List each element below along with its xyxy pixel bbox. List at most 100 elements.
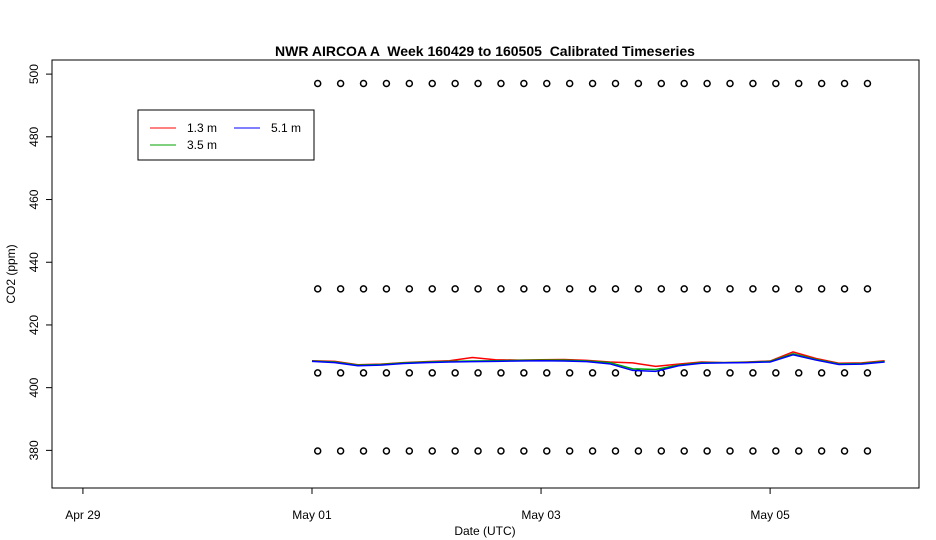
series-line — [311, 353, 885, 373]
reference-point — [451, 369, 459, 377]
reference-point — [703, 285, 711, 293]
reference-point — [451, 285, 459, 293]
reference-point — [543, 447, 551, 455]
reference-point — [382, 369, 391, 377]
y-tick-label: 440 — [27, 252, 41, 272]
reference-point — [336, 79, 345, 88]
reference-point — [313, 79, 322, 88]
reference-point — [863, 447, 872, 455]
reference-point — [359, 79, 368, 88]
reference-point — [474, 285, 482, 293]
reference-point — [405, 369, 414, 377]
reference-point — [634, 285, 643, 293]
reference-point — [680, 369, 688, 377]
reference-point — [543, 79, 551, 88]
reference-point — [313, 369, 322, 377]
reference-point — [336, 447, 345, 455]
reference-point — [405, 285, 414, 293]
reference-point — [772, 447, 780, 455]
reference-point — [772, 369, 780, 377]
reference-point — [680, 285, 688, 293]
reference-point — [336, 369, 345, 377]
reference-point — [634, 79, 643, 88]
reference-point — [840, 369, 849, 377]
reference-point — [657, 285, 666, 293]
x-axis-label: Date (UTC) — [454, 524, 515, 538]
reference-point — [680, 447, 688, 455]
reference-point — [657, 447, 666, 455]
reference-point — [428, 447, 436, 455]
y-tick-label: 480 — [27, 126, 41, 146]
reference-point — [611, 369, 620, 377]
reference-point — [726, 285, 734, 293]
reference-point — [794, 79, 803, 88]
reference-point — [726, 447, 734, 455]
reference-point — [794, 369, 803, 377]
reference-point — [588, 285, 597, 293]
reference-point — [313, 447, 322, 455]
y-tick-label: 420 — [27, 315, 41, 335]
reference-point — [382, 285, 391, 293]
reference-point — [497, 285, 505, 293]
reference-point — [749, 447, 757, 455]
reference-point — [634, 447, 643, 455]
reference-point — [359, 285, 368, 293]
reference-point — [520, 447, 528, 455]
y-tick-label: 400 — [27, 377, 41, 397]
reference-point — [703, 447, 711, 455]
reference-point — [588, 79, 597, 88]
reference-point — [565, 79, 574, 88]
reference-point — [359, 369, 368, 377]
reference-point — [772, 285, 780, 293]
reference-point — [428, 369, 436, 377]
reference-point — [565, 369, 574, 377]
reference-point — [497, 79, 505, 88]
reference-point — [382, 79, 391, 88]
reference-point — [817, 447, 826, 455]
reference-point — [543, 369, 551, 377]
reference-point — [520, 79, 528, 88]
reference-point — [588, 447, 597, 455]
reference-point — [863, 79, 872, 88]
reference-point — [428, 79, 436, 88]
reference-point — [565, 447, 574, 455]
reference-point — [794, 285, 803, 293]
chart-title: NWR AIRCOA A Week 160429 to 160505 Calib… — [275, 43, 695, 59]
reference-point — [703, 79, 711, 88]
reference-point — [772, 79, 780, 88]
reference-point — [817, 369, 826, 377]
reference-point — [359, 447, 368, 455]
y-tick-label: 500 — [27, 64, 41, 84]
reference-point — [611, 285, 620, 293]
x-tick-label: Apr 29 — [65, 508, 101, 522]
reference-point — [840, 79, 849, 88]
reference-point — [794, 447, 803, 455]
reference-point — [474, 79, 482, 88]
plot-frame — [51, 59, 920, 489]
reference-point — [405, 447, 414, 455]
reference-point — [497, 447, 505, 455]
reference-point — [840, 285, 849, 293]
reference-point — [840, 447, 849, 455]
reference-point — [474, 447, 482, 455]
legend-label: 3.5 m — [187, 138, 217, 152]
y-axis-label: CO2 (ppm) — [4, 244, 18, 303]
reference-point — [474, 369, 482, 377]
reference-point — [611, 447, 620, 455]
reference-point — [565, 285, 574, 293]
reference-point — [680, 79, 688, 88]
y-tick-label: 460 — [27, 189, 41, 209]
reference-point — [543, 285, 551, 293]
reference-point — [726, 369, 734, 377]
reference-point — [863, 369, 872, 377]
reference-point — [588, 369, 597, 377]
reference-point — [749, 79, 757, 88]
reference-point — [726, 79, 734, 88]
reference-point — [497, 369, 505, 377]
reference-point — [817, 285, 826, 293]
legend-label: 1.3 m — [187, 121, 217, 135]
reference-point — [336, 285, 345, 293]
reference-point — [611, 79, 620, 88]
